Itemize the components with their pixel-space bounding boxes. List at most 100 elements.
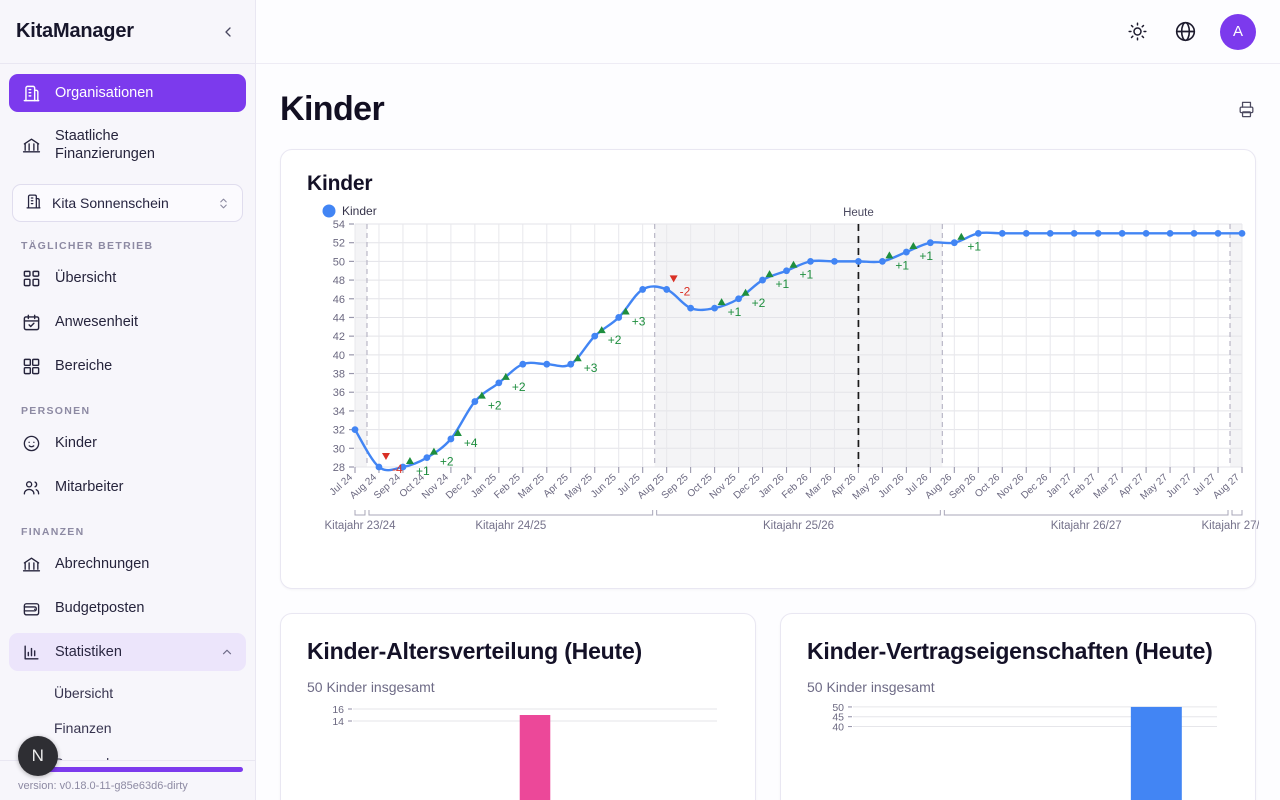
sidebar-item-label: Übersicht (55, 270, 117, 287)
sidebar-item-label: Statistiken (55, 644, 122, 661)
svg-text:+2: +2 (608, 333, 622, 347)
svg-text:+1: +1 (728, 305, 742, 319)
sun-icon[interactable] (1124, 19, 1150, 45)
svg-text:46: 46 (333, 294, 345, 306)
svg-text:Mar 25: Mar 25 (516, 472, 547, 501)
svg-text:-4: -4 (392, 462, 403, 476)
svg-text:+1: +1 (895, 258, 909, 272)
sidebar-item-statistiken[interactable]: Statistiken (9, 633, 246, 672)
svg-text:42: 42 (333, 331, 345, 343)
svg-text:+3: +3 (584, 361, 598, 375)
squares-icon (21, 356, 41, 376)
svg-text:Kitajahr 27/28: Kitajahr 27/28 (1202, 520, 1259, 532)
svg-text:+1: +1 (919, 249, 933, 263)
svg-text:Sep 25: Sep 25 (660, 472, 691, 502)
svg-text:May 26: May 26 (851, 472, 883, 502)
sidebar-item-label: Staatliche Finanzierungen (55, 128, 155, 163)
sidebar-item-label: Budgetposten (55, 600, 145, 617)
chevron-left-icon[interactable] (217, 21, 239, 43)
card-title: Kinder-Vertragseigenschaften (Heute) (807, 638, 1213, 664)
svg-text:Aug 27: Aug 27 (1211, 472, 1242, 502)
devtools-badge[interactable]: N (18, 736, 58, 776)
baby-face-icon (21, 433, 41, 453)
svg-text:28: 28 (333, 462, 345, 474)
card-subtitle: 50 Kinder insgesamt (307, 679, 435, 695)
svg-text:+2: +2 (488, 399, 502, 413)
sidebar-item-label: Anwesenheit (55, 314, 139, 331)
svg-text:32: 32 (333, 425, 345, 437)
page-content: Kinder Kinder 28 30 32 34 36 38 40 42 44 46 48 50 52… (256, 64, 1280, 800)
loading-progress-fill (40, 767, 243, 772)
svg-text:Sep 26: Sep 26 (947, 472, 978, 502)
svg-text:+1: +1 (800, 268, 814, 282)
svg-text:+1: +1 (416, 464, 430, 478)
sidebar-item-staatliche-finanzierungen[interactable]: Staatliche Finanzierungen (9, 118, 246, 172)
bank-icon (21, 554, 41, 574)
svg-text:30: 30 (333, 443, 345, 455)
calendar-check-icon (21, 312, 41, 332)
chevron-up-icon[interactable] (220, 645, 234, 659)
sidebar-item-label: Abrechnungen (55, 556, 150, 573)
svg-text:Mar 26: Mar 26 (804, 472, 835, 501)
organization-picker[interactable]: Kita Sonnenschein (12, 184, 243, 223)
svg-text:+2: +2 (512, 380, 526, 394)
svg-text:Kitajahr 23/24: Kitajahr 23/24 (325, 520, 397, 532)
svg-text:Dec 26: Dec 26 (1019, 472, 1050, 502)
svg-text:40: 40 (333, 350, 345, 362)
svg-text:44: 44 (333, 312, 345, 324)
sidebar-item-anwesenheit[interactable]: Anwesenheit (9, 303, 246, 341)
bottom-cards-row: Kinder-Altersverteilung (Heute) 50 Kinde… (280, 613, 1256, 800)
svg-text:16: 16 (332, 704, 344, 716)
svg-text:14: 14 (332, 716, 344, 728)
svg-text:Dec 25: Dec 25 (732, 472, 763, 502)
sidebar-item-kinder[interactable]: Kinder (9, 424, 246, 462)
svg-text:+3: +3 (632, 314, 646, 328)
building-icon (21, 83, 41, 103)
sidebar-item-uebersicht[interactable]: Übersicht (9, 259, 246, 297)
svg-text:Sep 24: Sep 24 (372, 472, 403, 502)
main-area: A Kinder Kinder 28 30 32 34 36 38 40 42 44 46 48 50… (256, 0, 1280, 800)
svg-text:Jun 26: Jun 26 (877, 472, 907, 501)
page-title: Kinder (280, 90, 385, 128)
svg-text:+4: +4 (464, 436, 478, 450)
sidebar-item-budgetposten[interactable]: Budgetposten (9, 589, 246, 627)
svg-text:+1: +1 (776, 277, 790, 291)
sidebar-section-label-finanzen: FINANZEN (21, 526, 85, 539)
svg-text:Jun 25: Jun 25 (589, 472, 619, 501)
sidebar-subitem-statistiken-finanzen[interactable]: Finanzen (54, 720, 112, 737)
svg-text:Kitajahr 24/25: Kitajahr 24/25 (475, 520, 546, 532)
sidebar-item-organisationen[interactable]: Organisationen (9, 74, 246, 112)
svg-text:May 25: May 25 (563, 472, 595, 502)
svg-text:+2: +2 (752, 296, 766, 310)
sidebar-subitem-statistiken-personal[interactable]: Personal (9, 747, 246, 760)
svg-text:Kinder: Kinder (342, 204, 377, 218)
grid-icon (21, 268, 41, 288)
organization-picker-label: Kita Sonnenschein (52, 195, 169, 212)
wallet-icon (21, 598, 41, 618)
svg-text:38: 38 (333, 369, 345, 381)
printer-icon[interactable] (1237, 100, 1256, 119)
kinder-line-chart[interactable]: 28 30 32 34 36 38 40 42 44 46 48 50 52 54 Heute -4 +1 +2 +… (307, 202, 1259, 562)
sidebar-item-abrechnungen[interactable]: Abrechnungen (9, 545, 246, 583)
sidebar-nav: Organisationen Staatliche Finanzierungen… (0, 64, 255, 760)
avatar[interactable]: A (1220, 13, 1256, 50)
sidebar-item-bereiche[interactable]: Bereiche (9, 347, 246, 385)
svg-text:50: 50 (832, 702, 844, 714)
sidebar-subitem-statistiken-uebersicht[interactable]: Übersicht (54, 685, 114, 702)
svg-text:Kitajahr 26/27: Kitajahr 26/27 (1051, 520, 1122, 532)
svg-text:52: 52 (333, 238, 345, 250)
globe-icon[interactable] (1172, 19, 1198, 45)
loading-progress-bar (40, 767, 243, 772)
svg-text:+1: +1 (967, 240, 981, 254)
card-title: Kinder (307, 172, 373, 195)
building-icon (25, 193, 42, 213)
svg-text:Dec 24: Dec 24 (444, 472, 475, 502)
svg-text:50: 50 (333, 256, 345, 268)
sidebar-item-mitarbeiter[interactable]: Mitarbeiter (9, 468, 246, 506)
svg-text:Heute: Heute (843, 207, 874, 219)
sidebar-section-label-personen: PERSONEN (21, 405, 91, 418)
app-brand: KitaManager (16, 20, 134, 42)
sidebar-item-label: Kinder (55, 435, 97, 452)
